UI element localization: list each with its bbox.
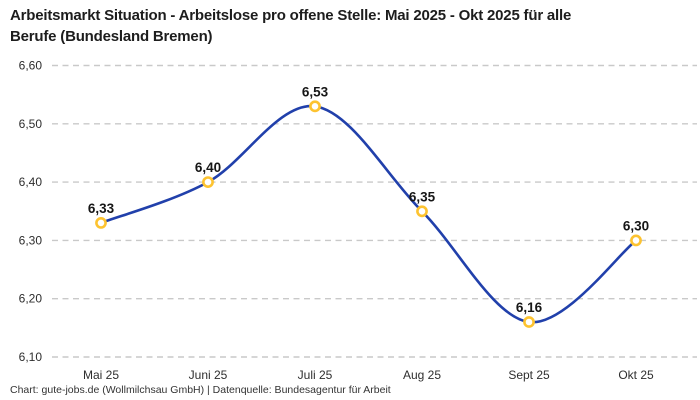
x-axis-tick-label: Mai 25 — [83, 368, 119, 382]
data-point-label: 6,53 — [302, 84, 329, 99]
y-axis-tick-label: 6,20 — [19, 292, 43, 306]
chart-title: Arbeitsmarkt Situation - Arbeitslose pro… — [10, 5, 698, 47]
data-point-label: 6,30 — [623, 218, 649, 233]
data-point-marker — [309, 100, 321, 113]
x-axis-tick-label: Sept 25 — [508, 368, 550, 382]
x-axis-tick-label: Okt 25 — [618, 368, 654, 382]
y-axis-tick-label: 6,30 — [19, 233, 43, 247]
x-axis-tick-label: Aug 25 — [403, 368, 441, 382]
y-axis-tick-label: 6,10 — [19, 350, 43, 364]
data-point-marker — [523, 316, 535, 328]
data-point-marker — [95, 216, 107, 229]
chart-credit: Chart: gute-jobs.de (Wollmilchsau GmbH) … — [10, 384, 391, 396]
data-line — [99, 104, 638, 324]
data-point-marker — [416, 205, 428, 218]
data-point-marker — [630, 234, 642, 247]
data-point-label: 6,16 — [516, 300, 543, 315]
chart-title-line-1: Arbeitsmarkt Situation - Arbeitslose pro… — [10, 7, 572, 24]
y-axis-tick-label: 6,60 — [19, 59, 43, 73]
data-point-marker — [202, 176, 214, 188]
data-point-label: 6,35 — [409, 189, 436, 204]
data-point-label: 6,33 — [88, 201, 115, 216]
chart-title-line-2: Berufe (Bundesland Bremen) — [10, 28, 213, 45]
y-axis-tick-label: 6,40 — [19, 175, 43, 189]
y-axis-tick-label: 6,50 — [19, 117, 43, 131]
x-axis-tick-label: Juli 25 — [298, 368, 333, 382]
x-axis-tick-label: Juni 25 — [189, 368, 228, 382]
data-point-label: 6,40 — [195, 160, 221, 175]
